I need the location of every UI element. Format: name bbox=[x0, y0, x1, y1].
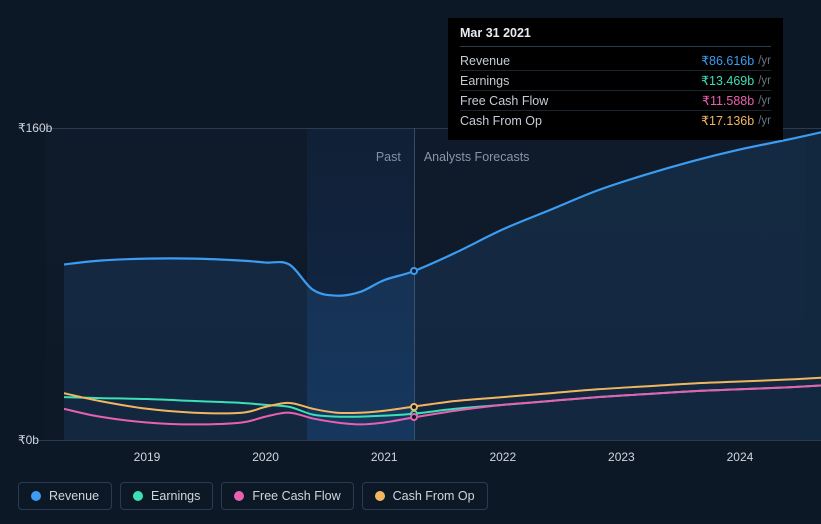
y-tick-label: ₹160b bbox=[18, 121, 52, 135]
legend-swatch bbox=[31, 491, 41, 501]
tooltip-row-value: ₹13.469b bbox=[701, 73, 754, 88]
legend-swatch bbox=[375, 491, 385, 501]
legend-label: Earnings bbox=[151, 489, 200, 503]
series-lines bbox=[64, 128, 821, 440]
tooltip-row-value: ₹11.588b bbox=[702, 93, 754, 108]
tooltip-row-label: Earnings bbox=[460, 74, 701, 88]
x-tick-label: 2024 bbox=[727, 450, 754, 464]
legend-label: Cash From Op bbox=[393, 489, 475, 503]
hover-marker-fcf bbox=[410, 413, 418, 421]
tooltip-row-unit: /yr bbox=[758, 95, 771, 107]
legend: Revenue Earnings Free Cash Flow Cash From O… bbox=[18, 482, 488, 510]
tooltip-date: Mar 31 2021 bbox=[460, 26, 771, 47]
legend-item[interactable]: Revenue bbox=[18, 482, 112, 510]
legend-item[interactable]: Cash From Op bbox=[362, 482, 488, 510]
legend-item[interactable]: Earnings bbox=[120, 482, 213, 510]
tooltip-row-label: Free Cash Flow bbox=[460, 94, 702, 108]
x-tick-label: 2019 bbox=[134, 450, 161, 464]
tooltip-row-label: Revenue bbox=[460, 54, 701, 68]
tooltip-row-unit: /yr bbox=[758, 55, 771, 67]
y-gridline bbox=[36, 440, 821, 441]
tooltip-row: Cash From Op₹17.136b/yr bbox=[460, 111, 771, 130]
legend-swatch bbox=[234, 491, 244, 501]
tooltip-row-value: ₹17.136b bbox=[701, 113, 754, 128]
financials-chart: ₹0b₹160b Past Analysts Forecasts 2019202… bbox=[18, 0, 805, 470]
x-tick-label: 2022 bbox=[489, 450, 516, 464]
tooltip-row: Revenue₹86.616b/yr bbox=[460, 51, 771, 71]
hover-tooltip: Mar 31 2021 Revenue₹86.616b/yrEarnings₹1… bbox=[448, 18, 783, 140]
legend-swatch bbox=[133, 491, 143, 501]
x-tick-label: 2020 bbox=[252, 450, 279, 464]
tooltip-row: Free Cash Flow₹11.588b/yr bbox=[460, 91, 771, 111]
hover-marker-revenue bbox=[410, 267, 418, 275]
legend-item[interactable]: Free Cash Flow bbox=[221, 482, 353, 510]
tooltip-row-unit: /yr bbox=[758, 115, 771, 127]
tooltip-row-label: Cash From Op bbox=[460, 114, 701, 128]
tooltip-row: Earnings₹13.469b/yr bbox=[460, 71, 771, 91]
tooltip-row-value: ₹86.616b bbox=[701, 53, 754, 68]
hover-marker-cfo bbox=[410, 403, 418, 411]
tooltip-row-unit: /yr bbox=[758, 75, 771, 87]
series-fill-revenue bbox=[64, 132, 821, 440]
x-tick-label: 2021 bbox=[371, 450, 398, 464]
y-tick-label: ₹0b bbox=[18, 433, 39, 447]
legend-label: Free Cash Flow bbox=[252, 489, 340, 503]
legend-label: Revenue bbox=[49, 489, 99, 503]
x-tick-label: 2023 bbox=[608, 450, 635, 464]
